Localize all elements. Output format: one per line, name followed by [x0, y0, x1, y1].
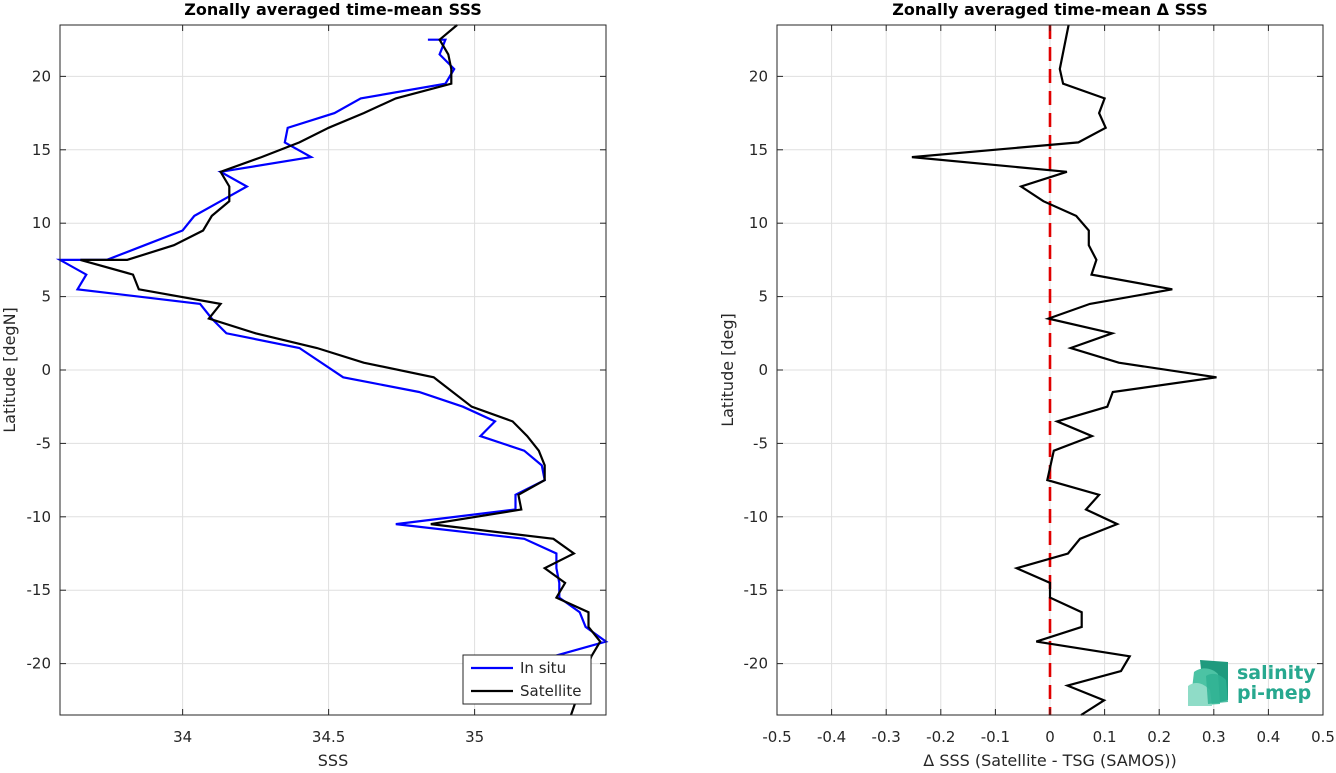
delta-x-tick-label: 0.2: [1147, 728, 1171, 746]
sss-x-tick-label: 35: [465, 728, 484, 746]
sss-x-tick-label: 34.5: [312, 728, 345, 746]
delta-y-tick-label: 0: [758, 361, 768, 379]
sss-y-axis-label: Latitude [degN]: [0, 307, 19, 433]
logo-waves-icon: [1188, 660, 1228, 706]
delta-y-tick-label: 20: [749, 67, 768, 85]
sss-series-line-in-situ: [55, 38, 609, 658]
salinity-pi-mep-logo: salinity pi-mep: [1188, 660, 1316, 706]
sss-y-tick-label: 15: [32, 141, 51, 159]
logo-line-1: salinity: [1237, 662, 1316, 684]
delta-x-tick-label: -0.1: [981, 728, 1010, 746]
sss-ticks: 34 34.5 35 -20 -15 -10 -5 0 5 10 15 20: [27, 25, 606, 746]
sss-series: [55, 24, 609, 716]
delta-x-tick-label: 0.1: [1093, 728, 1117, 746]
delta-x-tick-label: 0.5: [1311, 728, 1335, 746]
delta-y-tick-label: 15: [749, 141, 768, 159]
legend-label-satellite: Satellite: [520, 682, 581, 700]
delta-x-axis-label: Δ SSS (Satellite - TSG (SAMOS)): [923, 751, 1176, 769]
sss-y-tick-label: 20: [32, 67, 51, 85]
legend-box: [462, 654, 592, 705]
sss-x-tick-label: 34: [173, 728, 192, 746]
delta-series: [911, 24, 1217, 716]
delta-y-axis-label: Latitude [deg]: [718, 313, 737, 427]
delta-x-tick-label: -0.3: [872, 728, 901, 746]
delta-x-tick-label: 0: [1045, 728, 1055, 746]
delta-series-line-delta: [911, 24, 1217, 716]
sss-chart-title: Zonally averaged time-mean SSS: [184, 0, 482, 19]
delta-y-tick-label: 5: [758, 288, 768, 306]
delta-y-tick-label: -15: [744, 581, 769, 599]
delta-sss-panel: -0.5 -0.4 -0.3 -0.2 -0.1 0 0.1 0.2 0.3 0.4 0.5 -20 -…: [718, 0, 1335, 770]
delta-x-tick-label: -0.4: [817, 728, 846, 746]
sss-panel: 34 34.5 35 -20 -15 -10 -5 0 5 10 15 20 Zonally aver…: [0, 0, 609, 770]
delta-chart-title: Zonally averaged time-mean Δ SSS: [892, 0, 1208, 19]
sss-y-tick-label: -10: [27, 508, 52, 526]
sss-y-tick-label: 5: [41, 288, 51, 306]
sss-y-tick-label: 0: [41, 361, 51, 379]
sss-y-tick-label: -20: [27, 655, 52, 673]
sss-series-line-satellite: [80, 24, 602, 716]
delta-ticks: -0.5 -0.4 -0.3 -0.2 -0.1 0 0.1 0.2 0.3 0.4 0.5 -20 -…: [744, 25, 1335, 746]
sss-grid: [60, 25, 606, 715]
sss-y-tick-label: -5: [36, 434, 51, 452]
delta-y-tick-label: -5: [753, 434, 768, 452]
sss-x-axis-label: SSS: [318, 751, 348, 769]
logo-line-2: pi-mep: [1237, 682, 1311, 704]
delta-y-tick-label: -10: [744, 508, 769, 526]
sss-y-tick-label: 10: [32, 214, 51, 232]
delta-x-tick-label: 0.3: [1202, 728, 1226, 746]
delta-x-tick-label: -0.5: [762, 728, 791, 746]
delta-y-tick-label: 10: [749, 214, 768, 232]
legend-label-in-situ: In situ: [520, 659, 566, 677]
delta-x-tick-label: -0.2: [926, 728, 955, 746]
delta-x-tick-label: 0.4: [1256, 728, 1280, 746]
sss-legend: In situ Satellite: [462, 654, 592, 705]
sss-y-tick-label: -15: [27, 581, 52, 599]
delta-y-tick-label: -20: [744, 655, 769, 673]
